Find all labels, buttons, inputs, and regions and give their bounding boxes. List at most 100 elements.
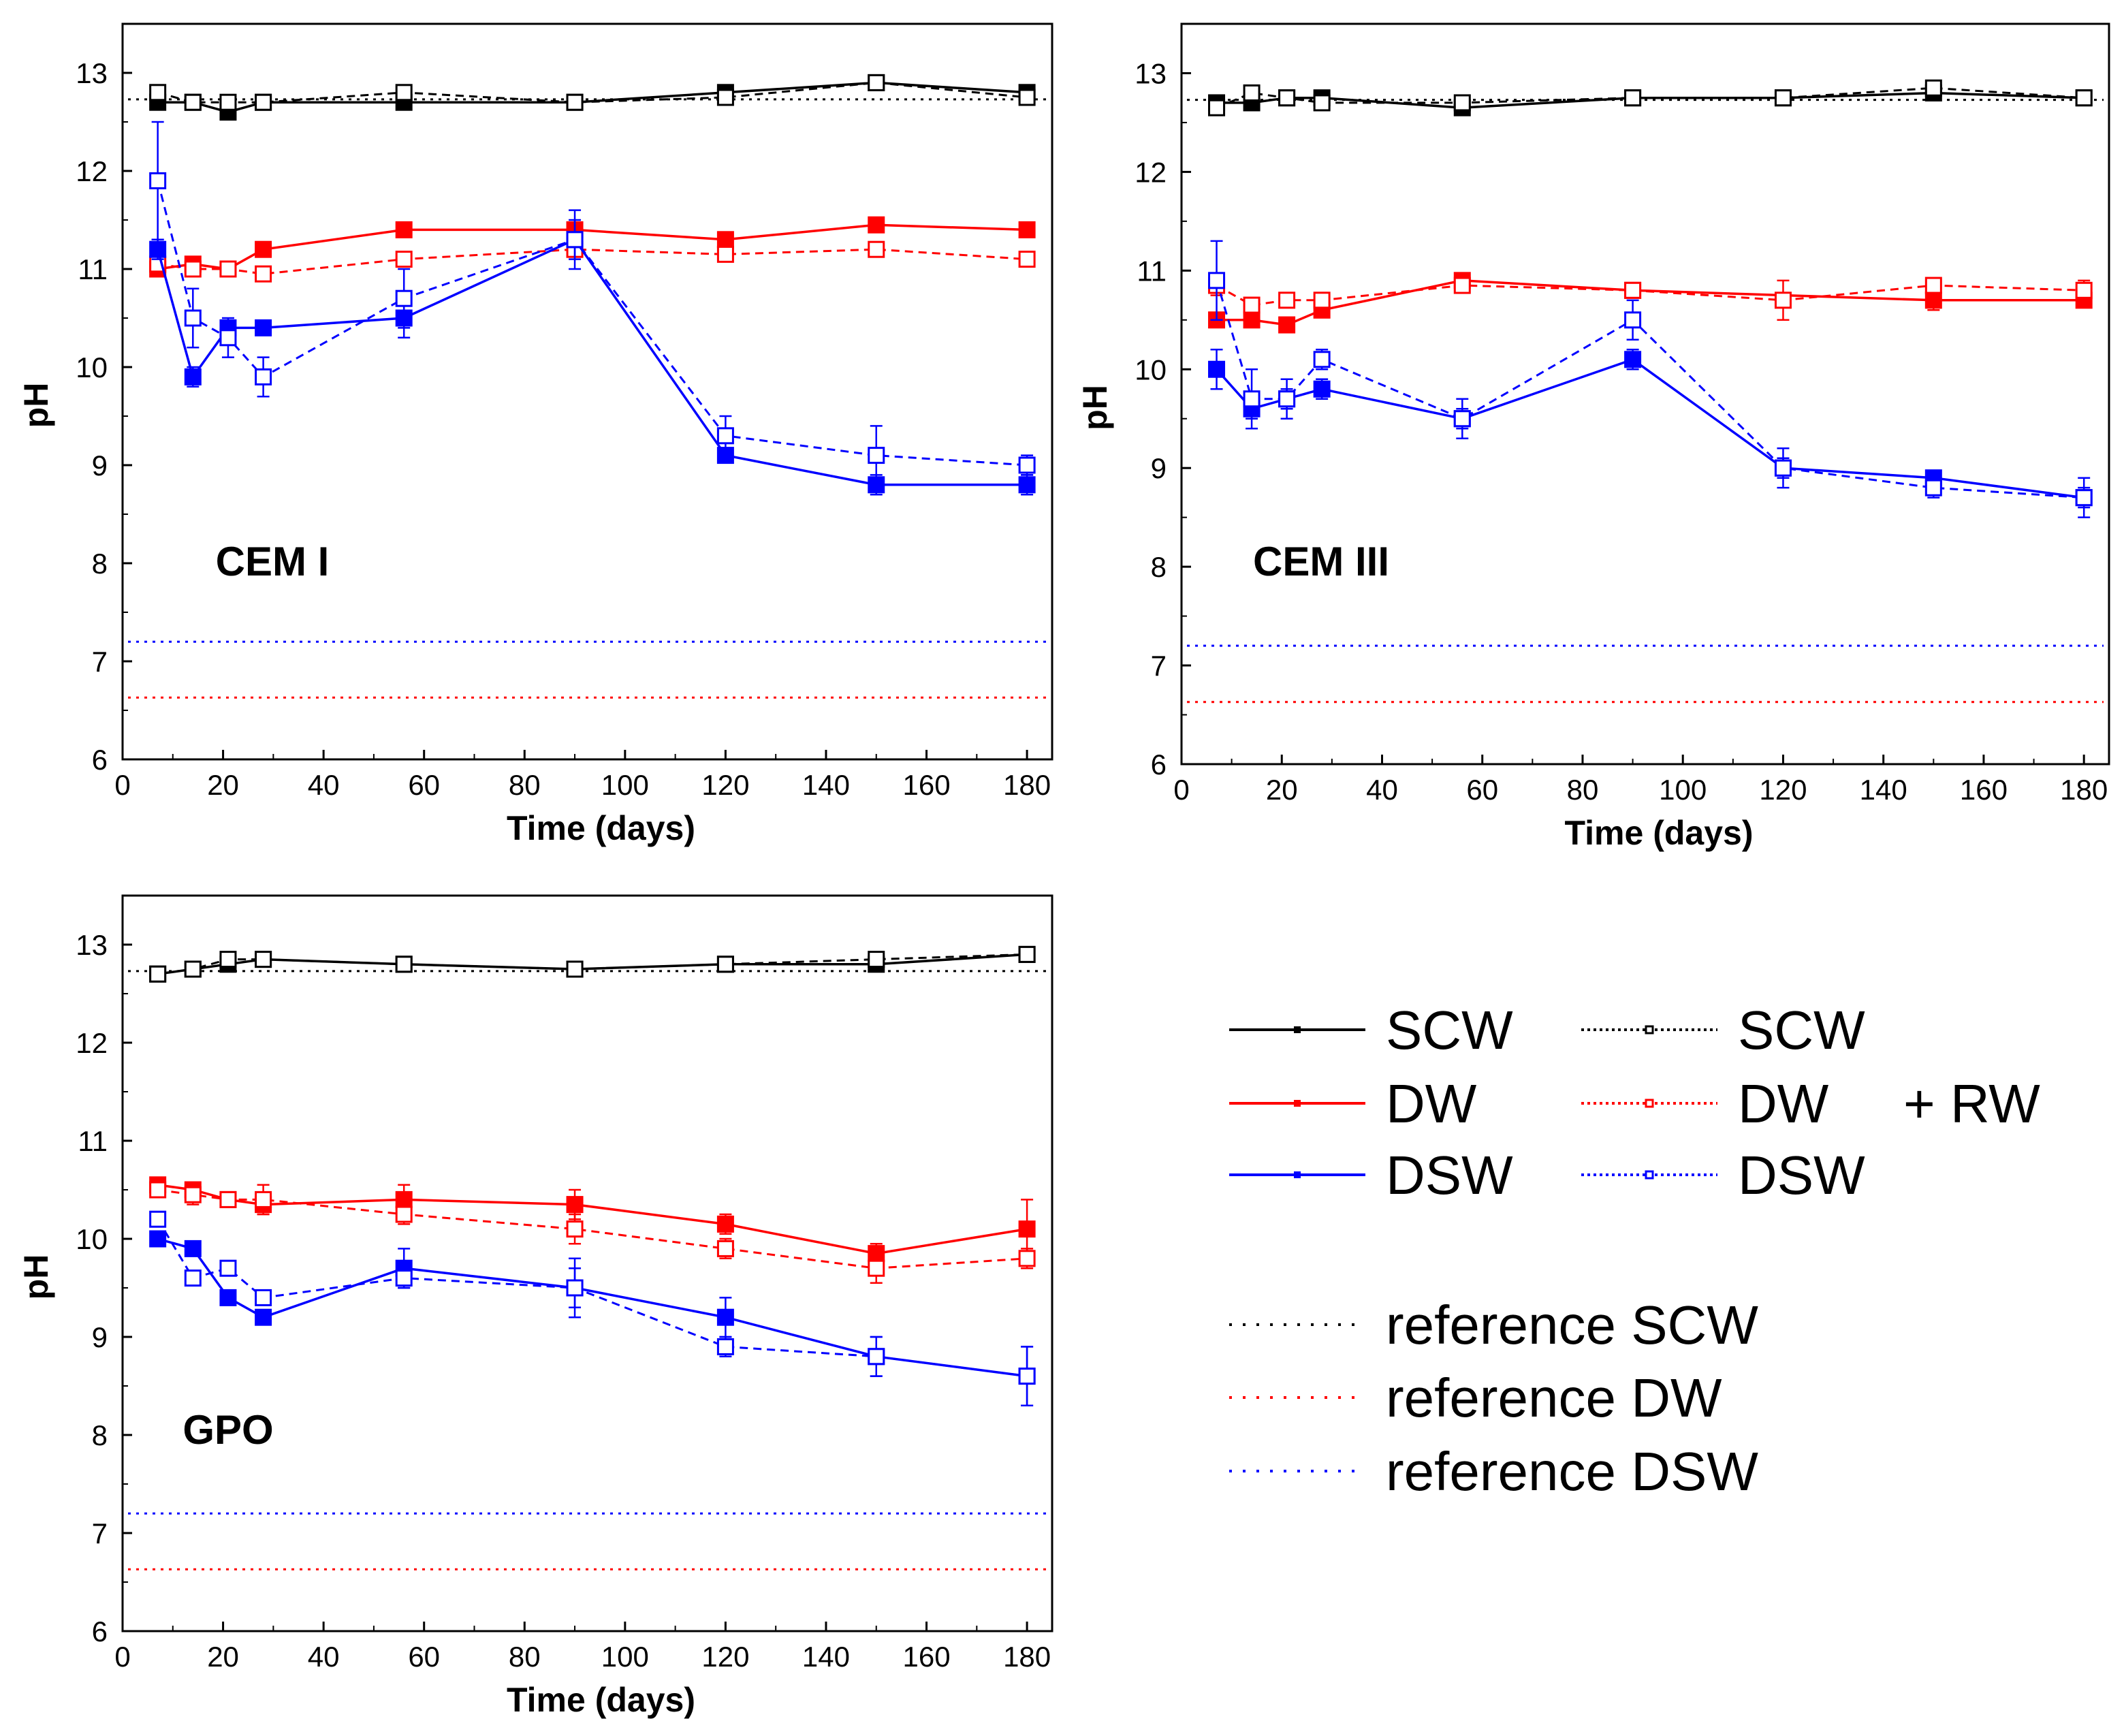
legend-label-scw: SCW [1386,1000,1513,1060]
legend-label-dw: DW [1386,1073,1477,1134]
x-tick-label: 20 [207,1641,239,1673]
data-point-dw-rw [1624,281,1642,299]
y-tick-label: 8 [92,548,108,580]
y-axis-label: pH [1076,385,1114,430]
y-tick-label: 12 [76,155,108,187]
data-point-scw-rw [566,93,584,111]
data-point-dw-rw [716,1240,734,1257]
x-tick-label: 100 [601,769,649,801]
x-tick-label: 180 [2060,774,2108,806]
x-tick-label: 140 [802,769,850,801]
y-tick-label: 13 [1135,57,1167,89]
data-point-scw-rw [395,84,413,101]
x-axis-label: Time (days) [507,1681,695,1719]
y-axis-label: pH [17,1254,55,1300]
data-point-scw-rw [716,89,734,106]
data-point-dsw-rw [566,1279,584,1297]
plot-frame [1180,22,2110,766]
y-tick-label: 9 [92,1321,108,1353]
y-tick-label: 10 [76,1223,108,1255]
data-point-dsw-rw [149,1210,167,1228]
data-point-dsw-rw [1453,410,1471,428]
data-point-scw-rw [219,951,237,968]
x-tick-label: 20 [207,769,239,801]
data-point-scw-rw [149,965,167,983]
data-point-dsw [716,1308,734,1326]
data-point-scw-rw [2075,89,2093,107]
y-axis-label: pH [17,383,55,428]
data-point-dw-rw [1278,291,1296,309]
data-point-dw [1018,221,1036,238]
x-tick-label: 60 [1466,774,1498,806]
data-point-dsw-rw [255,1289,272,1306]
data-point-dw-rw [716,245,734,263]
y-tick-label: 9 [1151,452,1167,484]
data-point-dw-rw [868,240,885,258]
data-point-scw-rw [1208,99,1226,116]
data-point-scw-rw [1313,94,1331,112]
x-tick-label: 120 [701,769,749,801]
chart-panel-2: 0 20 40 60 80 100 120 140 160 180 6 7 8 9 10 11 12 13 Time… [1076,22,2110,852]
y-tick-label: 10 [76,351,108,383]
x-tick-label: 80 [509,1641,541,1673]
x-tick-label: 0 [114,1641,130,1673]
data-point-scw-rw [1278,89,1296,107]
data-point-dw [1018,1220,1036,1238]
x-tick-label: 160 [903,1641,951,1673]
y-tick-label: 12 [1135,156,1167,188]
x-tick-label: 120 [701,1641,749,1673]
data-point-dsw [184,1240,202,1257]
data-point-scw-rw [1774,89,1792,107]
data-point-dw-rw [1313,291,1331,309]
data-point-scw-rw [184,960,202,978]
data-point-dw-rw [1243,296,1261,314]
data-point-dsw-rw [868,447,885,464]
x-tick-label: 60 [408,769,440,801]
x-tick-label: 0 [1173,774,1189,806]
data-point-dsw [184,368,202,385]
data-point-dsw-rw [184,309,202,327]
x-tick-label: 40 [308,769,340,801]
data-point-scw-rw [1924,79,1942,97]
data-point-dw-rw [255,265,272,283]
legend-plus-rw: + RW [1903,1073,2040,1134]
y-tick-label: 7 [92,646,108,678]
data-point-dsw-rw [1624,311,1642,329]
data-point-scw-rw [219,93,237,111]
data-point-dsw [1624,351,1642,368]
data-point-dsw-rw [395,1269,413,1287]
legend-label-dw-rw: DW [1738,1073,1829,1134]
x-tick-label: 160 [1960,774,2008,806]
data-point-dw-rw [219,1190,237,1208]
x-axis-label: Time (days) [1565,814,1754,852]
data-point-dw-rw [255,1190,272,1208]
series-line-dsw-rw [1216,280,2085,499]
panel-title: CEM III [1253,539,1389,584]
y-tick-label: 13 [76,57,108,89]
x-tick-label: 20 [1266,774,1298,806]
x-tick-label: 80 [509,769,541,801]
legend-marker-dsw [1294,1171,1301,1178]
legend-ref-label-scw: reference SCW [1386,1295,1758,1355]
data-point-dsw-rw [255,368,272,385]
data-point-dw-rw [395,1205,413,1223]
data-point-dw [566,1196,584,1214]
legend-marker-dw [1294,1100,1301,1107]
data-point-dsw-rw [2075,489,2093,507]
y-tick-label: 6 [92,1615,108,1647]
data-point-scw-rw [149,84,167,101]
data-point-dsw-rw [149,172,167,189]
data-point-scw-rw [1624,89,1642,107]
data-point-dsw-rw [1278,390,1296,408]
y-tick-label: 8 [1151,551,1167,583]
data-point-dsw-rw [566,231,584,249]
legend: SCW DW DSW SCW DW DSW + RW reference SCW… [1229,1000,2040,1502]
data-point-dsw-rw [716,427,734,445]
y-tick-label: 11 [78,1125,108,1157]
data-point-dw [716,231,734,249]
data-point-scw-rw [255,951,272,968]
data-point-dsw [1313,380,1331,398]
legend-label-dsw-rw: DSW [1738,1145,1865,1205]
data-point-dsw-rw [1018,456,1036,474]
data-point-dw-rw [184,260,202,278]
